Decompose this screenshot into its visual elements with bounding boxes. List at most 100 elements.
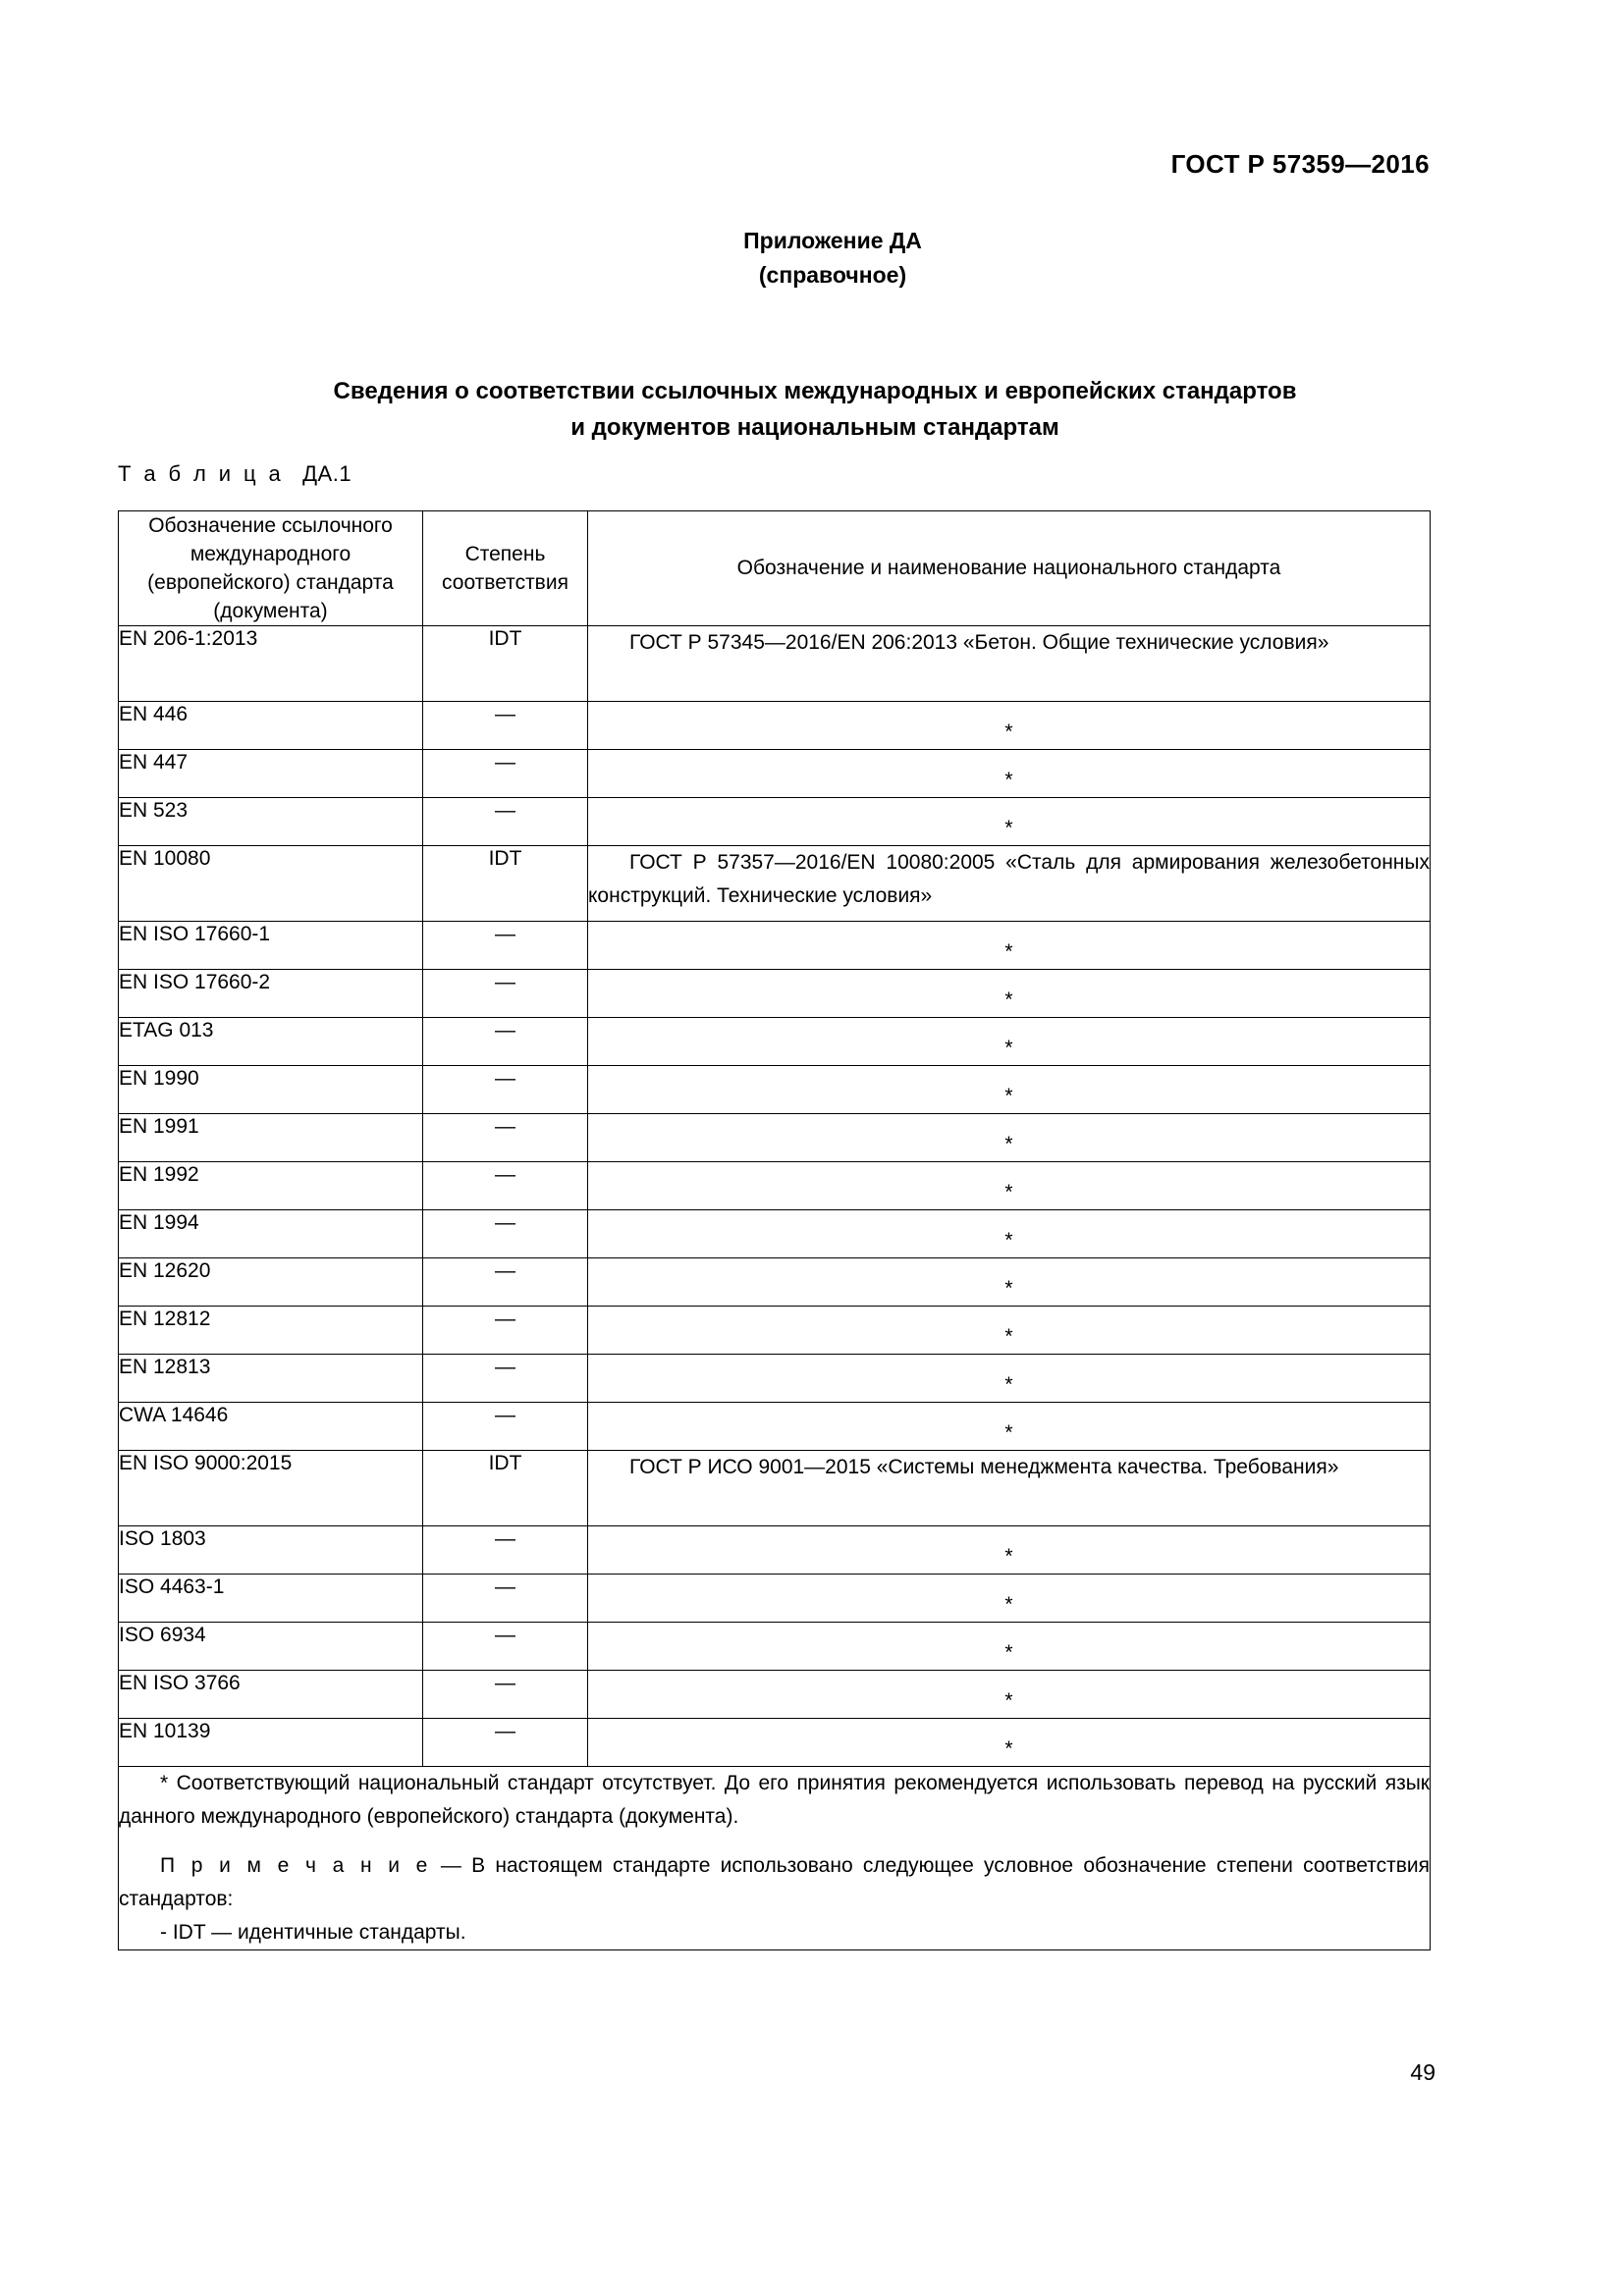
table-row: ISO 6934— * (118, 1622, 1431, 1671)
cell-reference-standard: EN 447 (118, 749, 423, 798)
table-footnote: * Соответствующий национальный стандарт … (119, 1772, 1430, 1828)
section-heading-line-2: и документов национальным стандартам (570, 414, 1059, 441)
cell-correspondence-degree: — (422, 1065, 588, 1114)
standards-correspondence-table: Обозначение ссылочного международного (е… (118, 510, 1431, 1950)
cell-national-standard: ГОСТ Р 57345—2016/EN 206:2013 «Бетон. Об… (587, 625, 1431, 702)
cell-reference-standard: EN ISO 3766 (118, 1670, 423, 1719)
cell-correspondence-degree: — (422, 749, 588, 798)
table-row: EN ISO 17660-2— * (118, 969, 1431, 1018)
table-row: EN 206-1:2013 IDT ГОСТ Р 57345—2016/EN 206… (118, 625, 1431, 702)
page-number: 49 (1410, 2059, 1435, 2085)
table-row: EN 1991— * (118, 1113, 1431, 1162)
cell-reference-standard: EN 1990 (118, 1065, 423, 1114)
cell-national-standard: * (587, 1017, 1431, 1066)
cell-correspondence-degree: — (422, 1525, 588, 1575)
cell-national-standard: * (587, 1525, 1431, 1575)
cell-national-standard: ГОСТ Р 57357—2016/EN 10080:2005 «Сталь д… (587, 845, 1431, 922)
cell-correspondence-degree: — (422, 1402, 588, 1451)
cell-correspondence-degree: IDT (422, 1450, 588, 1526)
table-row: EN 12620— * (118, 1257, 1431, 1307)
cell-correspondence-degree: — (422, 1622, 588, 1671)
cell-correspondence-degree: — (422, 1209, 588, 1258)
table-row: EN 1992— * (118, 1161, 1431, 1210)
table-note-text: — В настоящем стандарте использовано сле… (119, 1854, 1431, 1910)
cell-reference-standard: EN 446 (118, 701, 423, 750)
cell-national-standard: * (587, 1354, 1431, 1403)
cell-reference-standard: EN 1991 (118, 1113, 423, 1162)
section-heading: Сведения о соответствии ссылочных междун… (177, 373, 1453, 446)
cell-reference-standard: EN ISO 9000:2015 (118, 1450, 423, 1526)
column-header-degree: Степень соответствия (422, 510, 588, 626)
cell-correspondence-degree: — (422, 1017, 588, 1066)
appendix-title-block: Приложение ДА (справочное) (0, 224, 1624, 293)
cell-national-standard: * (587, 1065, 1431, 1114)
document-header-standard-number: ГОСТ Р 57359—2016 (1170, 149, 1430, 179)
cell-national-standard: * (587, 1402, 1431, 1451)
cell-reference-standard: CWA 14646 (118, 1402, 423, 1451)
table-row: ISO 4463-1— * (118, 1574, 1431, 1623)
section-heading-line-1: Сведения о соответствии ссылочных междун… (333, 378, 1297, 404)
cell-national-standard: * (587, 1622, 1431, 1671)
table-caption: Т а б л и ц а ДА.1 (118, 461, 352, 487)
column-header-reference-line-1: Обозначение ссылочного (148, 514, 393, 537)
cell-correspondence-degree: — (422, 1306, 588, 1355)
cell-national-standard: * (587, 701, 1431, 750)
table-note-label: П р и м е ч а н и е (160, 1854, 431, 1877)
cell-correspondence-degree: — (422, 1354, 588, 1403)
cell-national-standard: * (587, 1574, 1431, 1623)
cell-national-standard: * (587, 921, 1431, 970)
cell-reference-standard: EN 12620 (118, 1257, 423, 1307)
cell-reference-standard: EN ISO 17660-2 (118, 969, 423, 1018)
cell-reference-standard: ETAG 013 (118, 1017, 423, 1066)
table-row: EN 1990— * (118, 1065, 1431, 1114)
cell-correspondence-degree: — (422, 701, 588, 750)
cell-national-standard: * (587, 797, 1431, 846)
table-row: EN 447— * (118, 749, 1431, 798)
table-header-row: Обозначение ссылочного международного (е… (118, 510, 1431, 626)
cell-reference-standard: EN 1994 (118, 1209, 423, 1258)
cell-reference-standard: EN 1992 (118, 1161, 423, 1210)
cell-reference-standard: ISO 4463-1 (118, 1574, 423, 1623)
table-note: П р и м е ч а н и е — В настоящем станда… (119, 1849, 1430, 1916)
column-header-degree-line-1: Степень (464, 543, 546, 565)
table-caption-number: ДА.1 (302, 461, 352, 486)
table-row: ETAG 013— * (118, 1017, 1431, 1066)
cell-national-standard: * (587, 1209, 1431, 1258)
cell-national-standard: * (587, 749, 1431, 798)
table-row: CWA 14646— * (118, 1402, 1431, 1451)
cell-national-standard: * (587, 1161, 1431, 1210)
cell-national-standard: * (587, 1718, 1431, 1767)
cell-reference-standard: EN 10080 (118, 845, 423, 922)
cell-reference-standard: ISO 1803 (118, 1525, 423, 1575)
cell-national-standard: * (587, 1306, 1431, 1355)
cell-national-standard: * (587, 969, 1431, 1018)
cell-correspondence-degree: — (422, 1113, 588, 1162)
table-row: EN 12812— * (118, 1306, 1431, 1355)
cell-correspondence-degree: IDT (422, 625, 588, 702)
cell-correspondence-degree: — (422, 969, 588, 1018)
table-notes-row: * Соответствующий национальный стандарт … (118, 1766, 1431, 1950)
table-row: EN 10080 IDT ГОСТ Р 57357—2016/EN 10080:20… (118, 845, 1431, 922)
cell-national-standard: * (587, 1670, 1431, 1719)
cell-correspondence-degree: — (422, 1161, 588, 1210)
cell-correspondence-degree: — (422, 1718, 588, 1767)
cell-reference-standard: EN 12812 (118, 1306, 423, 1355)
cell-reference-standard: EN 12813 (118, 1354, 423, 1403)
table-notes: * Соответствующий национальный стандарт … (118, 1766, 1431, 1950)
table-row: EN 1994— * (118, 1209, 1431, 1258)
cell-reference-standard: ISO 6934 (118, 1622, 423, 1671)
appendix-title: Приложение ДА (743, 228, 922, 253)
table-row: EN ISO 3766— * (118, 1670, 1431, 1719)
cell-reference-standard: EN ISO 17660-1 (118, 921, 423, 970)
cell-national-standard: * (587, 1113, 1431, 1162)
cell-correspondence-degree: — (422, 1574, 588, 1623)
appendix-kind: (справочное) (758, 262, 907, 288)
table-note-item: - IDT — идентичные стандарты. (160, 1921, 466, 1944)
column-header-reference-line-4: (документа) (213, 600, 328, 622)
column-header-reference-line-3: (европейского) стандарта (147, 571, 394, 594)
cell-correspondence-degree: — (422, 1257, 588, 1307)
table-row: EN ISO 17660-1— * (118, 921, 1431, 970)
column-header-degree-line-2: соответствия (442, 571, 568, 594)
cell-reference-standard: EN 10139 (118, 1718, 423, 1767)
